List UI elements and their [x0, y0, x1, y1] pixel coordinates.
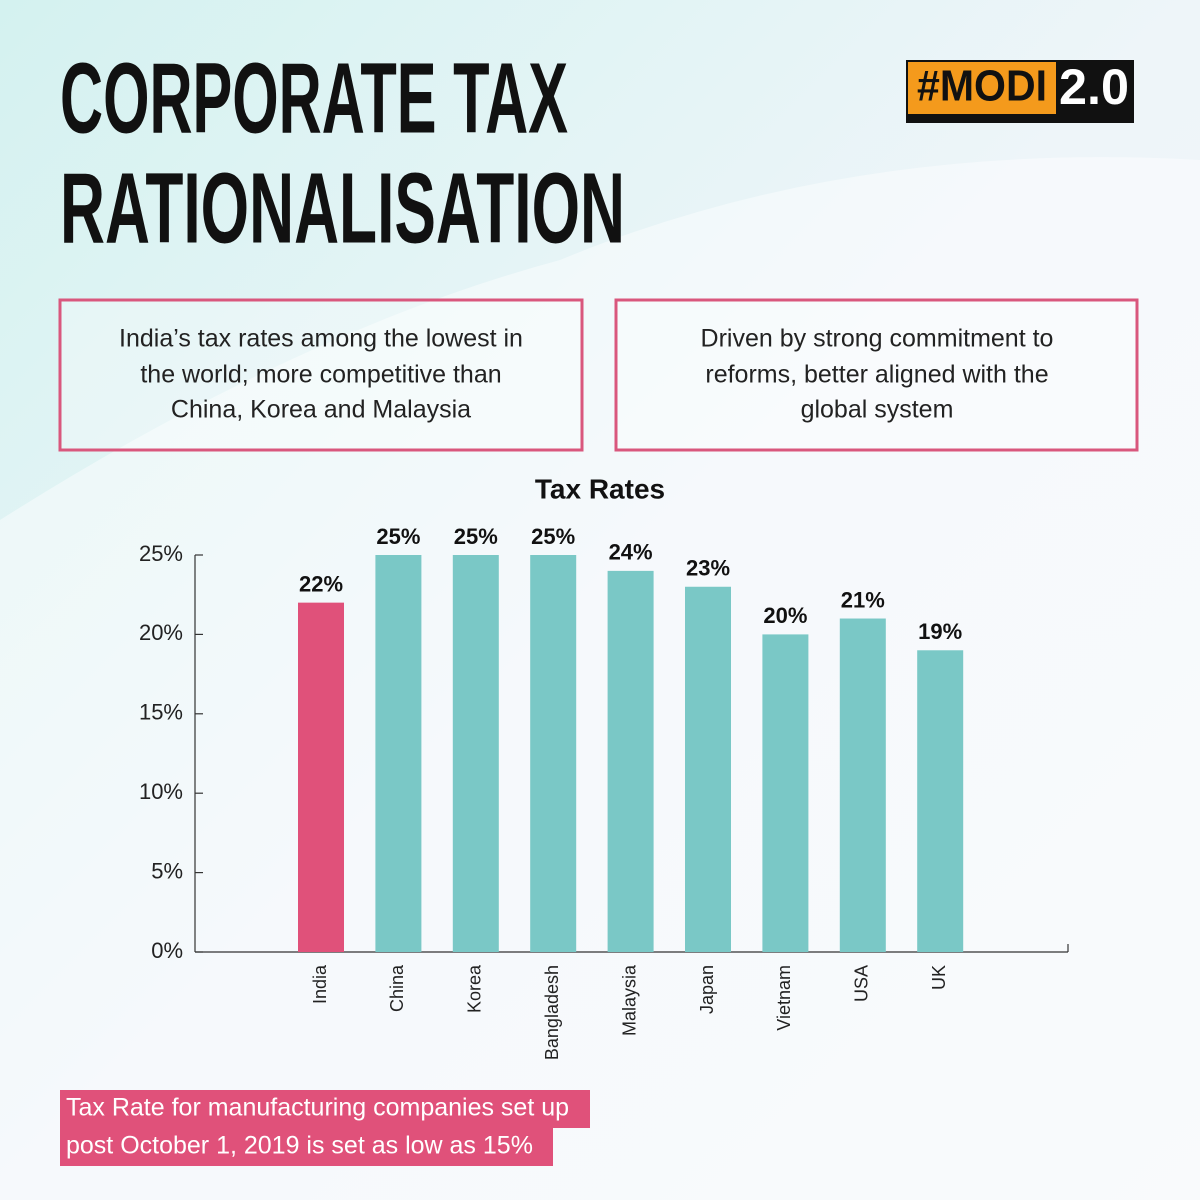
y-tick-label: 20%	[139, 620, 183, 645]
box-text: China, Korea and Malaysia	[171, 396, 471, 424]
bar	[375, 555, 422, 952]
bar	[530, 555, 577, 952]
box-text: India’s tax rates among the lowest in	[119, 325, 523, 353]
value-label: 23%	[686, 556, 730, 581]
bar	[685, 586, 731, 952]
bar	[298, 602, 344, 952]
bar	[839, 618, 886, 952]
x-tick-label: Japan	[697, 965, 717, 1014]
y-tick-label: 25%	[139, 541, 183, 566]
title-line: CORPORATE TAX	[60, 42, 568, 154]
box-text: Driven by strong commitment to	[701, 325, 1054, 353]
badge-tag: #MODI	[917, 62, 1047, 111]
badge-version: 2.0	[1059, 59, 1129, 115]
value-label: 25%	[531, 524, 575, 549]
y-tick-label: 0%	[151, 938, 183, 963]
chart: 0% 5% 10% 15% 20% 25% 22% India 25% China 25% Korea…	[139, 524, 1069, 1060]
title-line: RATIONALISATION	[60, 152, 625, 264]
x-tick-label: Malaysia	[619, 964, 639, 1036]
x-tick-label: India	[310, 964, 330, 1004]
x-tick-label: China	[387, 964, 407, 1012]
value-label: 25%	[376, 524, 420, 549]
bar	[762, 634, 809, 952]
bar	[607, 570, 654, 952]
value-label: 20%	[763, 603, 807, 628]
value-label: 22%	[299, 571, 343, 596]
x-tick-label: Bangladesh	[542, 965, 562, 1060]
bar	[452, 555, 499, 952]
box-text: the world; more competitive than	[140, 361, 501, 389]
value-label: 24%	[609, 540, 653, 565]
info-box	[614, 298, 1139, 452]
footnote-bg	[60, 1090, 590, 1128]
info-box	[58, 298, 584, 452]
bar	[917, 650, 964, 952]
x-tick-label: USA	[852, 965, 872, 1002]
value-label: 21%	[841, 587, 885, 612]
value-label: 25%	[454, 524, 498, 549]
chart-title: Tax Rates	[535, 473, 665, 504]
footnote: post October 1, 2019 is set as low as 15…	[66, 1132, 533, 1160]
y-tick-label: 5%	[151, 858, 183, 883]
y-tick-label: 15%	[139, 700, 183, 725]
badge-tag-bg	[908, 62, 1056, 114]
x-tick-label: Korea	[465, 964, 485, 1013]
value-label: 19%	[918, 619, 962, 644]
box-text: reforms, better aligned with the	[705, 361, 1048, 389]
box-text: global system	[801, 396, 954, 424]
x-tick-label: Vietnam	[774, 965, 794, 1031]
y-tick-label: 10%	[139, 779, 183, 804]
footnote-bg	[60, 1128, 553, 1166]
x-tick-label: UK	[929, 965, 949, 990]
footnote: Tax Rate for manufacturing companies set…	[66, 1094, 569, 1122]
